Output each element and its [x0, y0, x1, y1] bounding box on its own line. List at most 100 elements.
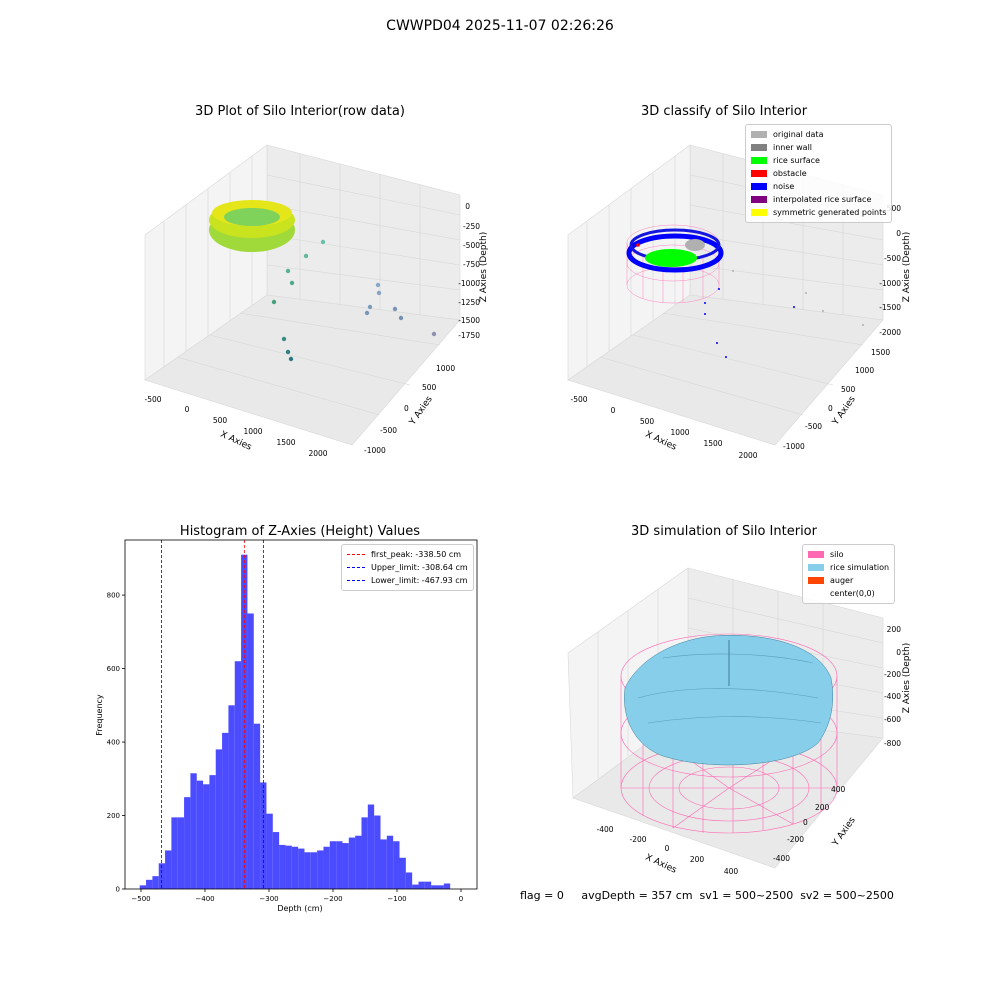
- histogram-bar: [196, 780, 204, 889]
- legend-item: auger: [808, 574, 889, 587]
- legend-item: Upper_limit: -308.64 cm: [347, 561, 468, 574]
- z-tick: -500: [884, 254, 901, 263]
- histogram-bar: [405, 872, 413, 889]
- panel2-title: 3D classify of Silo Interior: [640, 104, 808, 119]
- x-tick: -400: [596, 825, 613, 834]
- legend-swatch: [751, 131, 767, 138]
- legend-item: rice surface: [751, 154, 886, 167]
- legend-item: noise: [751, 180, 886, 193]
- histogram-bar: [336, 841, 343, 889]
- legend-swatch: [751, 144, 767, 151]
- histogram-bar: [437, 885, 444, 889]
- y-tick: -400: [773, 854, 790, 863]
- legend-line: [347, 554, 365, 555]
- histogram-bar: [165, 850, 172, 889]
- y-tick: 200: [815, 803, 830, 812]
- y-tick: 400: [831, 785, 846, 794]
- z-tick: -200: [884, 670, 901, 679]
- histogram-bar: [152, 876, 159, 889]
- legend-swatch: [808, 590, 824, 597]
- legend-swatch: [751, 196, 767, 203]
- legend-item: original data: [751, 128, 886, 141]
- classified-points: [626, 224, 864, 358]
- panel1-title: 3D Plot of Silo Interior(row data): [195, 104, 405, 119]
- z-tick: -400: [884, 692, 901, 701]
- z-tick: -1000: [458, 279, 480, 288]
- histogram-bar: [209, 775, 216, 889]
- y-tick: 0: [404, 404, 409, 413]
- legend-item: rice simulation: [808, 561, 889, 574]
- x-tick-label: −100: [387, 895, 406, 903]
- histogram-bar: [222, 732, 229, 889]
- legend-swatch: [808, 577, 824, 584]
- panel4-3d-plot: -400 -200 0 200 400 400 200 0 -200 -400 …: [567, 567, 912, 876]
- histogram-bar: [272, 832, 280, 889]
- histogram-bar: [323, 846, 330, 889]
- histogram-bar: [367, 804, 375, 889]
- legend-line: [347, 567, 365, 568]
- z-tick: -1500: [879, 303, 901, 312]
- histogram-bar: [253, 723, 261, 889]
- histogram-bar: [190, 773, 197, 889]
- x-tick: 0: [185, 405, 190, 414]
- legend-item: symmetric generated points: [751, 206, 886, 219]
- histogram-bar: [215, 749, 223, 889]
- legend-item: inner wall: [751, 141, 886, 154]
- legend-item: interpolated rice surface: [751, 193, 886, 206]
- legend-item: first_peak: -338.50 cm: [347, 548, 468, 561]
- legend-swatch: [751, 157, 767, 164]
- panel1-3d-plot: -500 0 500 1000 1500 2000 -1000 -500 0 5…: [144, 144, 489, 458]
- y-tick: 1000: [436, 364, 455, 373]
- histogram-bar: [418, 881, 425, 889]
- y-tick-label: 400: [107, 739, 120, 747]
- z-tick: 200: [887, 625, 902, 634]
- y-tick-label: 600: [107, 665, 120, 673]
- histogram-bar: [234, 661, 242, 889]
- y-tick: -500: [380, 426, 397, 435]
- axes-box: [144, 144, 461, 446]
- y-tick: 1500: [871, 348, 890, 357]
- legend-swatch: [751, 183, 767, 190]
- x-tick: -200: [629, 835, 646, 844]
- x-tick: 1500: [276, 438, 295, 447]
- y-tick: 0: [803, 818, 808, 827]
- legend-item: Lower_limit: -467.93 cm: [347, 574, 468, 587]
- silo-simulation: [620, 633, 838, 834]
- y-tick: 0: [828, 404, 833, 413]
- panel4-title: 3D simulation of Silo Interior: [631, 524, 817, 539]
- legend-item: center(0,0): [808, 587, 889, 600]
- legend-line: [347, 580, 365, 581]
- y-tick-label: 800: [107, 592, 120, 600]
- x-tick: 0: [611, 406, 616, 415]
- histogram-bar: [279, 844, 286, 889]
- z-tick: -750: [463, 260, 480, 269]
- histogram-bar: [203, 784, 210, 889]
- histogram-bar: [342, 843, 349, 889]
- x-tick: 400: [724, 867, 739, 876]
- histogram-bar: [348, 837, 356, 889]
- histogram-chart: −500 −400 −300 −200 −100 0 0 200 400 600 800 Dept…: [95, 539, 478, 913]
- y-axis-label: Y Axies: [407, 394, 435, 427]
- x-tick: 1000: [243, 427, 262, 436]
- histogram-bar: [247, 613, 254, 889]
- y-tick: 500: [841, 385, 856, 394]
- x-axis-label: Depth (cm): [277, 904, 322, 913]
- histogram-bar: [310, 852, 318, 889]
- x-tick-label: −400: [195, 895, 214, 903]
- histogram-legend: first_peak: -338.50 cm Upper_limit: -308…: [341, 544, 474, 591]
- histogram-bar: [298, 848, 305, 889]
- legend-swatch: [751, 209, 767, 216]
- z-axis-label: Z Axies (Depth): [479, 232, 489, 303]
- x-tick: 500: [213, 416, 228, 425]
- x-tick-label: 0: [459, 895, 463, 903]
- z-tick: -600: [884, 715, 901, 724]
- x-axis-label: X Axies: [644, 853, 679, 876]
- histogram-bar: [177, 817, 185, 889]
- y-tick-label: 0: [116, 886, 120, 894]
- x-tick: 200: [690, 855, 705, 864]
- y-tick: -500: [805, 422, 822, 431]
- y-axis-label: Y Axies: [830, 815, 858, 848]
- histogram-bar: [380, 839, 387, 889]
- status-footer: flag = 0 avgDepth = 357 cm sv1 = 500~250…: [520, 889, 894, 902]
- z-tick: 0: [896, 648, 901, 657]
